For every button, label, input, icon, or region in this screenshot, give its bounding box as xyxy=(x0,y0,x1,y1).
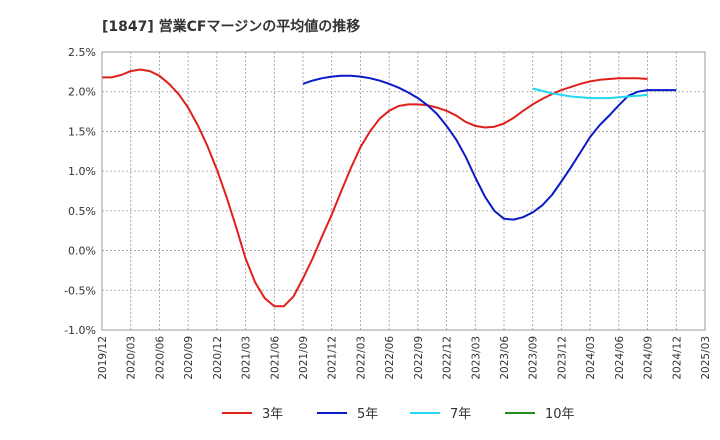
x-tick-label: 2022/06 xyxy=(384,336,396,380)
x-tick-label: 2020/03 xyxy=(126,336,138,380)
x-tick-label: 2020/06 xyxy=(154,336,166,380)
x-tick-label: 2024/09 xyxy=(643,336,655,380)
x-tick-label: 2023/09 xyxy=(528,336,540,380)
x-tick-label: 2024/03 xyxy=(585,336,597,380)
chart-title: [1847] 営業CFマージンの平均値の推移 xyxy=(102,18,360,35)
legend-label-4: 10年 xyxy=(545,407,575,422)
x-tick-label: 2022/03 xyxy=(355,336,367,380)
series-line-3 xyxy=(532,87,648,100)
y-tick-label: 2.5% xyxy=(68,46,96,59)
x-tick-label: 2025/03 xyxy=(700,336,712,380)
legend-label-2: 5年 xyxy=(357,407,378,422)
x-tick-label: 2020/09 xyxy=(183,336,195,380)
x-tick-label: 2023/12 xyxy=(556,336,568,380)
series-line-2 xyxy=(302,74,677,221)
x-axis-ticks: 2019/12 2020/03 2020/06 2020/09 2020/12 2021/… xyxy=(97,336,712,380)
x-tick-label: 2022/09 xyxy=(413,336,425,380)
x-tick-label: 2024/06 xyxy=(614,336,626,380)
grid-layer xyxy=(101,51,706,331)
y-tick-label: 0.5% xyxy=(68,205,96,218)
x-tick-label: 2022/12 xyxy=(442,336,454,380)
y-tick-label: 1.5% xyxy=(68,125,96,138)
legend-label-1: 3年 xyxy=(262,407,283,422)
x-tick-label: 2019/12 xyxy=(97,336,109,380)
series-layer xyxy=(102,68,677,308)
legend-label-3: 7年 xyxy=(450,407,471,422)
x-tick-label: 2024/12 xyxy=(671,336,683,380)
y-tick-label: 1.0% xyxy=(68,165,96,178)
x-tick-label: 2023/06 xyxy=(499,336,511,380)
x-tick-label: 2021/12 xyxy=(327,336,339,380)
y-axis-ticks: 2.5% 2.0% 1.5% 1.0% 0.5% 0.0% -0.5% -1.0% xyxy=(64,46,96,337)
y-tick-label: 2.0% xyxy=(68,86,96,99)
x-tick-label: 2021/09 xyxy=(298,336,310,380)
y-tick-label: -0.5% xyxy=(64,284,96,297)
series-line-1 xyxy=(102,68,648,308)
y-tick-label: -1.0% xyxy=(64,324,96,337)
x-tick-label: 2021/03 xyxy=(241,336,253,380)
x-tick-label: 2021/06 xyxy=(269,336,281,380)
x-tick-label: 2020/12 xyxy=(212,336,224,380)
x-tick-label: 2023/03 xyxy=(470,336,482,380)
y-tick-label: 0.0% xyxy=(68,245,96,258)
plot-frame xyxy=(101,51,706,331)
legend: 3年 5年 7年 10年 xyxy=(222,407,575,422)
